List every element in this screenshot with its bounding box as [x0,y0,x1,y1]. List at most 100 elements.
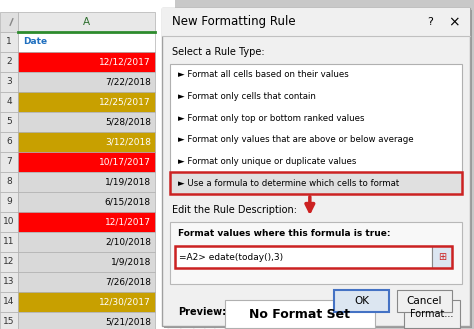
Bar [215,152,225,172]
Text: ► Format only cells that contain: ► Format only cells that contain [178,92,316,101]
Bar [0,192,18,212]
Bar [18,312,155,329]
Text: ► Format only top or bottom ranked values: ► Format only top or bottom ranked value… [178,114,365,123]
Bar [18,132,155,152]
Bar [225,292,235,312]
Bar [194,52,205,72]
Bar [225,212,235,232]
Bar [205,12,215,32]
Bar [0,212,18,232]
Bar [194,12,205,32]
Bar [181,272,194,292]
Text: =A2> edate(today(),3): =A2> edate(today(),3) [179,252,283,262]
Text: 6/15/2018: 6/15/2018 [105,197,151,207]
Bar [168,152,181,172]
Bar [170,222,462,284]
Text: ⊞: ⊞ [438,252,446,262]
Bar [225,52,235,72]
Bar [194,172,205,192]
Bar [205,52,215,72]
Bar [181,192,194,212]
Bar [225,12,235,32]
Text: C: C [184,17,191,27]
Bar [215,92,225,112]
Bar [225,232,235,252]
Bar [205,172,215,192]
Text: 7/22/2018: 7/22/2018 [105,78,151,87]
Bar [175,246,452,268]
Bar [18,92,155,112]
Text: 12/1/2017: 12/1/2017 [105,217,151,226]
Bar [225,312,235,329]
Bar [334,290,389,312]
Text: 9: 9 [6,197,12,207]
Bar [215,72,225,92]
Bar [168,312,181,329]
Text: 3: 3 [6,78,12,87]
Bar [215,212,225,232]
Bar [215,52,225,72]
Text: 15: 15 [3,317,15,326]
Bar [215,292,225,312]
Bar [215,252,225,272]
Bar [0,72,18,92]
Bar [0,252,18,272]
Text: ► Use a formula to determine which cells to format: ► Use a formula to determine which cells… [178,179,399,188]
Bar [18,232,155,252]
Bar [168,72,181,92]
Bar [194,312,205,329]
Bar [404,300,460,328]
Text: Select a Rule Type:: Select a Rule Type: [172,47,264,57]
Bar [205,152,215,172]
Bar [225,72,235,92]
Bar [225,132,235,152]
Bar [164,10,472,328]
Text: 12/12/2017: 12/12/2017 [100,58,151,66]
Bar [194,272,205,292]
Bar [181,232,194,252]
Text: Edit the Rule Description:: Edit the Rule Description: [172,205,297,215]
Bar [194,32,205,52]
Text: 5/21/2018: 5/21/2018 [105,317,151,326]
Bar [181,292,194,312]
Text: 12: 12 [3,258,15,266]
Bar [194,232,205,252]
Bar [194,72,205,92]
Bar [181,212,194,232]
Text: D: D [196,17,203,27]
Bar [215,32,225,52]
Bar [0,172,18,192]
Text: 6: 6 [6,138,12,146]
Bar [225,172,235,192]
Bar [215,12,225,32]
Bar [18,52,155,72]
Bar [194,92,205,112]
Text: 2/10/2018: 2/10/2018 [105,238,151,246]
Bar [18,252,155,272]
Bar [168,252,181,272]
Bar [215,112,225,132]
Text: 7/26/2018: 7/26/2018 [105,277,151,287]
Bar [168,132,181,152]
Text: B: B [171,17,178,27]
Text: ► Format all cells based on their values: ► Format all cells based on their values [178,70,349,79]
Bar [168,232,181,252]
Bar [225,272,235,292]
Text: A: A [82,17,90,27]
Bar [215,272,225,292]
Bar [225,112,235,132]
Text: 1: 1 [6,38,12,46]
Bar [18,192,155,212]
Bar [205,112,215,132]
Bar [181,92,194,112]
Bar [194,212,205,232]
Bar [18,172,155,192]
Bar [205,72,215,92]
Bar [215,232,225,252]
Text: Cancel: Cancel [407,296,442,306]
Bar [0,0,175,329]
Text: 10: 10 [3,217,15,226]
Text: F: F [217,17,223,27]
Text: 5/28/2018: 5/28/2018 [105,117,151,126]
Bar [168,12,181,32]
